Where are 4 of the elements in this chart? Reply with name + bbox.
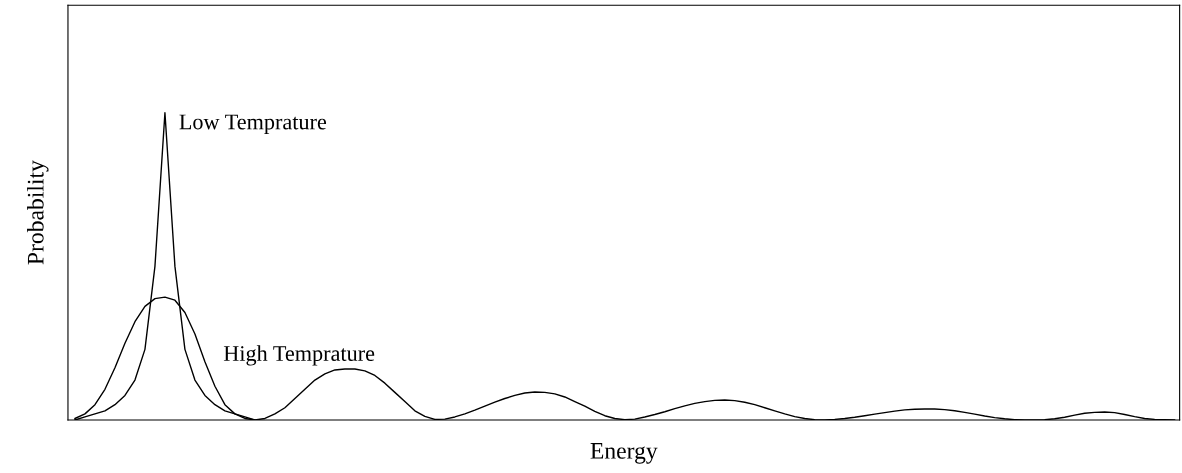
y-axis-title: Probability	[27, 160, 49, 265]
x-axis-title: Energy	[590, 443, 658, 464]
series-label: High Temprature	[223, 345, 375, 366]
series-label: Low Temprature	[179, 114, 327, 134]
